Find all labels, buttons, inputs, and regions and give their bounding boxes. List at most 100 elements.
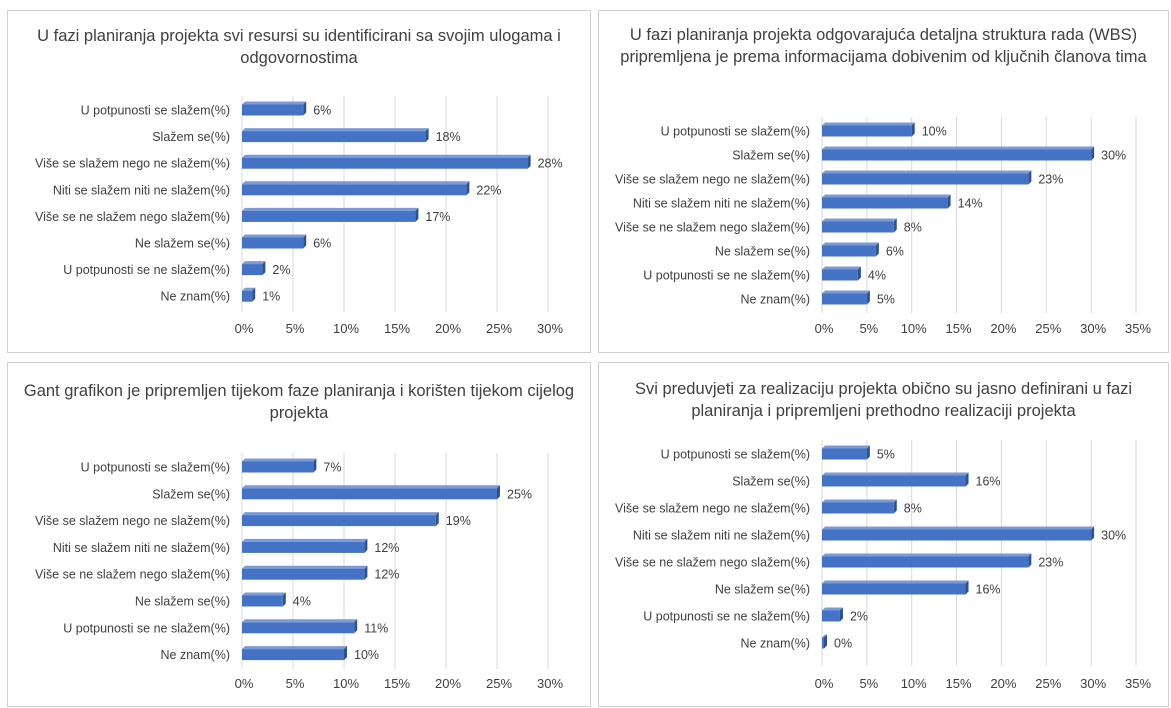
bar-top [242, 646, 347, 650]
bar-top [822, 194, 951, 198]
bar-top [822, 170, 1032, 174]
bar [822, 475, 966, 487]
bar-side [1091, 526, 1095, 541]
bar-side [364, 565, 368, 580]
bar [242, 622, 355, 634]
bar-top [242, 181, 470, 185]
category-label: Više se slažem nego ne slažem(%) [35, 514, 230, 528]
bar-top [242, 565, 368, 569]
tick-label: 10% [901, 321, 927, 336]
tick-label: 0% [235, 676, 254, 691]
bar [822, 448, 867, 460]
bar-side [866, 290, 870, 305]
bar-side [1028, 170, 1032, 185]
category-label: Ne slažem se(%) [715, 245, 810, 259]
tick-label: 5% [859, 321, 878, 336]
category-label: U potpunosti se slažem(%) [81, 461, 230, 475]
category-label: Ne slažem se(%) [135, 595, 230, 609]
bar-top [822, 607, 843, 611]
bar [822, 173, 1029, 185]
bar [822, 149, 1092, 161]
bar-side [875, 242, 879, 257]
bar-side [893, 218, 897, 233]
tick-label: 20% [435, 676, 461, 691]
category-label: Više se ne slažem nego slažem(%) [35, 210, 230, 224]
bar [822, 556, 1029, 568]
bar-top [242, 154, 531, 158]
data-label: 14% [958, 197, 983, 211]
bar-top [822, 122, 915, 126]
bar-side [303, 101, 307, 116]
category-label: U potpunosti se slažem(%) [661, 125, 810, 139]
bar-side [857, 266, 861, 281]
tick-label: 30% [1080, 676, 1106, 691]
tick-label: 30% [1080, 321, 1106, 336]
category-label: U potpunosti se ne slažem(%) [63, 621, 230, 635]
category-label: Niti se slažem niti ne slažem(%) [633, 529, 810, 543]
data-label: 16% [976, 583, 1001, 597]
data-label: 18% [436, 130, 461, 144]
category-label: Slažem se(%) [152, 487, 230, 501]
tick-label: 5% [286, 676, 305, 691]
data-label: 11% [364, 621, 388, 635]
bar-side [354, 619, 358, 634]
bar-top [822, 580, 969, 584]
bar-side [425, 128, 429, 143]
tick-label: 25% [486, 321, 512, 336]
category-label: Više se ne slažem nego slažem(%) [35, 568, 230, 582]
bar-side [824, 634, 827, 649]
bar-side [947, 194, 951, 209]
bar [242, 210, 416, 222]
tick-label: 10% [333, 676, 359, 691]
bar-top [242, 128, 429, 132]
tick-label: 5% [859, 676, 878, 691]
category-label: Niti se slažem niti ne slažem(%) [53, 541, 230, 555]
bar-chart-gantt: 0% 5% 10% 15% 20% 25% 30% U potpunosti se slaže… [35, 453, 563, 691]
bar [822, 293, 867, 305]
bar-top [242, 261, 266, 265]
tick-label: 15% [384, 676, 410, 691]
bar-side [313, 458, 317, 473]
tick-label: 0% [815, 321, 834, 336]
data-label: 23% [1038, 556, 1063, 570]
bar-top [822, 499, 897, 503]
data-label: 1% [262, 290, 280, 304]
chart-panel-prerequisites: Svi preduvjeti za realizaciju projekta o… [598, 362, 1169, 707]
data-label: 30% [1101, 149, 1126, 163]
data-label: 10% [922, 125, 947, 139]
category-label: U potpunosti se ne slažem(%) [63, 263, 230, 277]
bar-side [965, 580, 969, 595]
tick-label: 0% [235, 321, 254, 336]
bar-top [822, 218, 897, 222]
bar [242, 157, 528, 169]
chart-title: Svi preduvjeti za realizaciju projekta o… [634, 380, 1133, 420]
bar [242, 541, 365, 553]
bar [822, 529, 1092, 541]
bar [242, 290, 253, 302]
data-label: 6% [313, 104, 331, 118]
chart-panel-gantt: Gant grafikon je pripremljen tijekom faz… [7, 362, 591, 707]
category-label: U potpunosti se slažem(%) [661, 448, 810, 462]
tick-label: 25% [486, 676, 512, 691]
category-label: Ne znam(%) [741, 293, 810, 307]
data-label: 2% [272, 263, 290, 277]
data-label: 28% [538, 157, 563, 171]
data-label: 19% [446, 514, 471, 528]
bar-top [822, 526, 1095, 530]
data-label: 6% [886, 245, 904, 259]
data-label: 4% [868, 269, 886, 283]
tick-label: 35% [1125, 676, 1151, 691]
data-label: 10% [354, 648, 379, 662]
bar-top [822, 290, 870, 294]
bar-top [242, 287, 256, 291]
data-label: 16% [976, 475, 1001, 489]
category-label: U potpunosti se ne slažem(%) [643, 610, 810, 624]
bar-side [344, 646, 347, 661]
bar-side [364, 538, 368, 553]
bar-side [282, 592, 286, 607]
tick-label: 15% [946, 321, 972, 336]
category-label: Slažem se(%) [152, 130, 230, 144]
tick-label: 20% [990, 676, 1016, 691]
tick-label: 30% [537, 676, 563, 691]
bar-side [415, 207, 419, 222]
